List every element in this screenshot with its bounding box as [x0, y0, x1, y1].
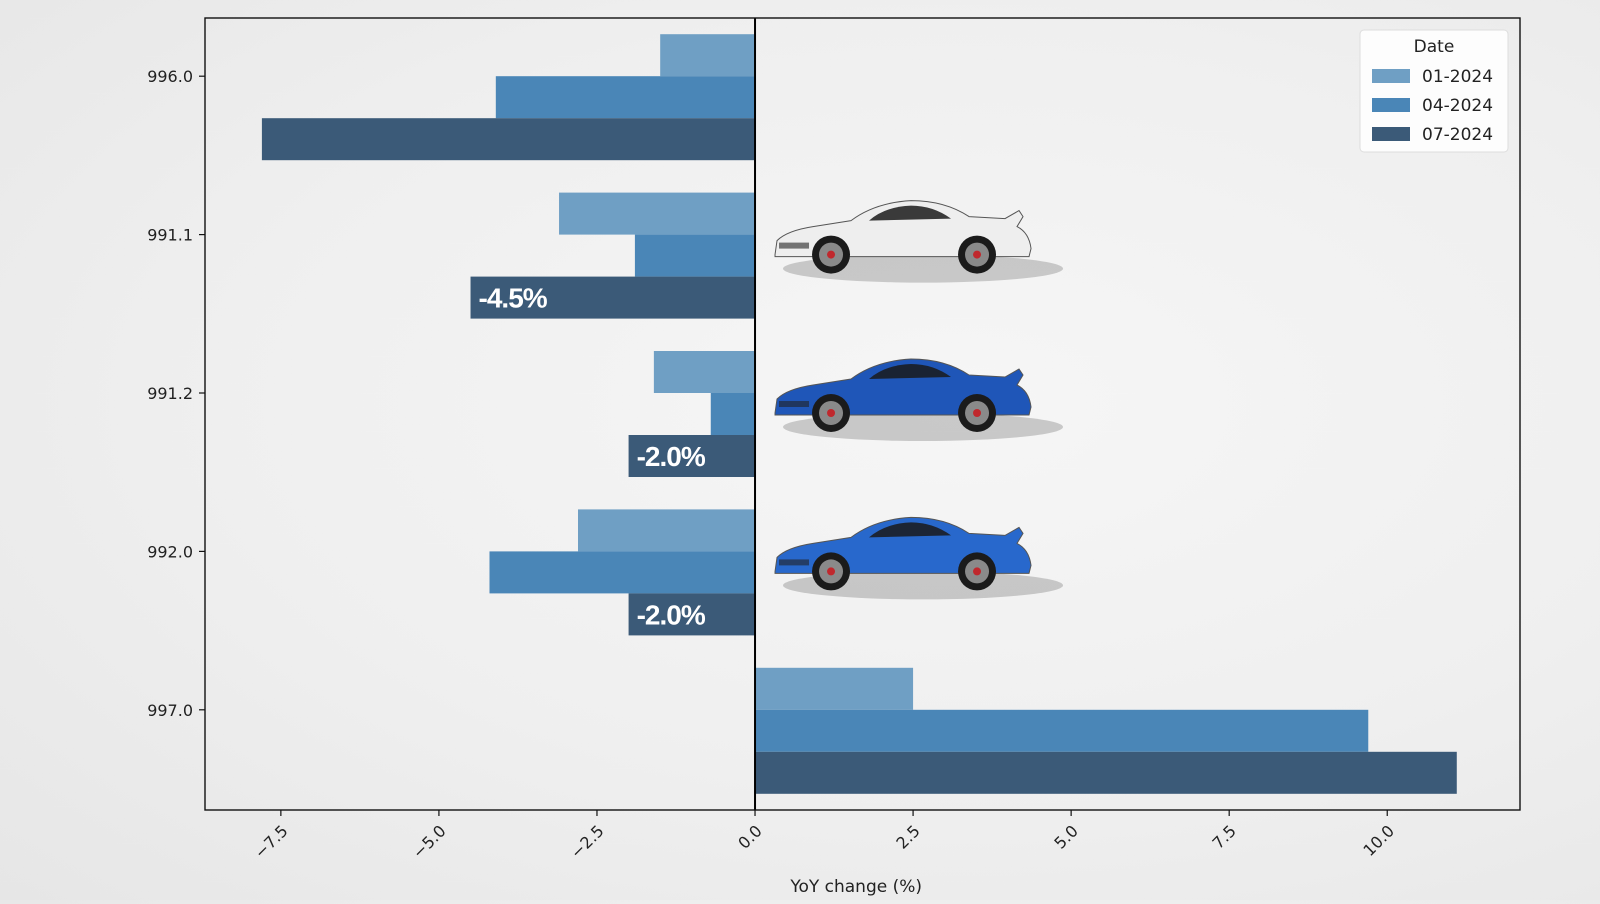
x-tick-label: −2.5 [567, 821, 608, 862]
x-axis: −7.5 −5.0 −2.5 0.0 2.5 5.0 7.5 10.0 [251, 810, 1398, 862]
bar-997.0-07-2024 [755, 751, 1457, 794]
bar-997.0-04-2024 [755, 709, 1369, 752]
y-tick-label: 992.0 [147, 542, 193, 561]
bar-996.0-01-2024 [660, 34, 756, 77]
blue-sports-car-icon [774, 516, 1064, 600]
x-tick-label: 10.0 [1359, 821, 1398, 860]
legend-box [1359, 29, 1509, 153]
legend-title: Date [1414, 37, 1455, 57]
y-tick-label: 996.0 [147, 67, 193, 86]
plot-frame [204, 17, 1521, 811]
x-tick-label: −7.5 [251, 821, 292, 862]
x-tick-label: 5.0 [1050, 821, 1081, 852]
bar-992.0-07-2024 [628, 593, 756, 636]
bar-997.0-01-2024 [755, 667, 914, 710]
legend-item: 04-2024 [1422, 96, 1493, 116]
bars-layer [261, 34, 1457, 794]
cars-layer [774, 200, 1064, 600]
legend-swatch [1372, 127, 1410, 141]
bar-996.0-07-2024 [261, 118, 756, 161]
y-axis: 996.0 991.1 991.2 992.0 997.0 [147, 67, 205, 720]
legend-swatch [1372, 98, 1410, 112]
bar-value-label: -2.0% [637, 441, 706, 472]
x-tick-label: −5.0 [409, 821, 450, 862]
legend-item: 07-2024 [1422, 125, 1493, 145]
bar-991.1-04-2024 [634, 234, 756, 277]
x-tick-label: 2.5 [892, 821, 923, 852]
y-tick-label: 991.2 [147, 384, 193, 403]
x-axis-title: YoY change (%) [789, 877, 922, 897]
bar-992.0-01-2024 [578, 509, 756, 552]
bar-991.1-07-2024 [470, 276, 756, 319]
bar-991.2-07-2024 [628, 435, 756, 477]
legend-swatch [1372, 69, 1410, 83]
labels-layer: -4.5% -2.0% -2.0% [479, 283, 707, 631]
y-tick-label: 997.0 [147, 701, 193, 720]
bar-991.1-01-2024 [559, 192, 756, 235]
x-tick-label: 0.0 [734, 821, 765, 852]
white-sports-car-icon [774, 200, 1064, 283]
y-tick-label: 991.1 [147, 226, 193, 245]
bar-996.0-04-2024 [495, 76, 756, 119]
bar-value-label: -4.5% [479, 283, 548, 314]
bar-992.0-04-2024 [489, 551, 756, 594]
x-tick-label: 7.5 [1208, 821, 1239, 852]
blue-sports-car-icon [774, 358, 1064, 441]
bar-991.2-01-2024 [653, 351, 756, 393]
bar-value-label: -2.0% [637, 599, 706, 630]
legend: Date 01-2024 04-2024 07-2024 [1359, 29, 1509, 153]
legend-item: 01-2024 [1422, 67, 1493, 87]
bar-991.2-04-2024 [710, 393, 756, 435]
